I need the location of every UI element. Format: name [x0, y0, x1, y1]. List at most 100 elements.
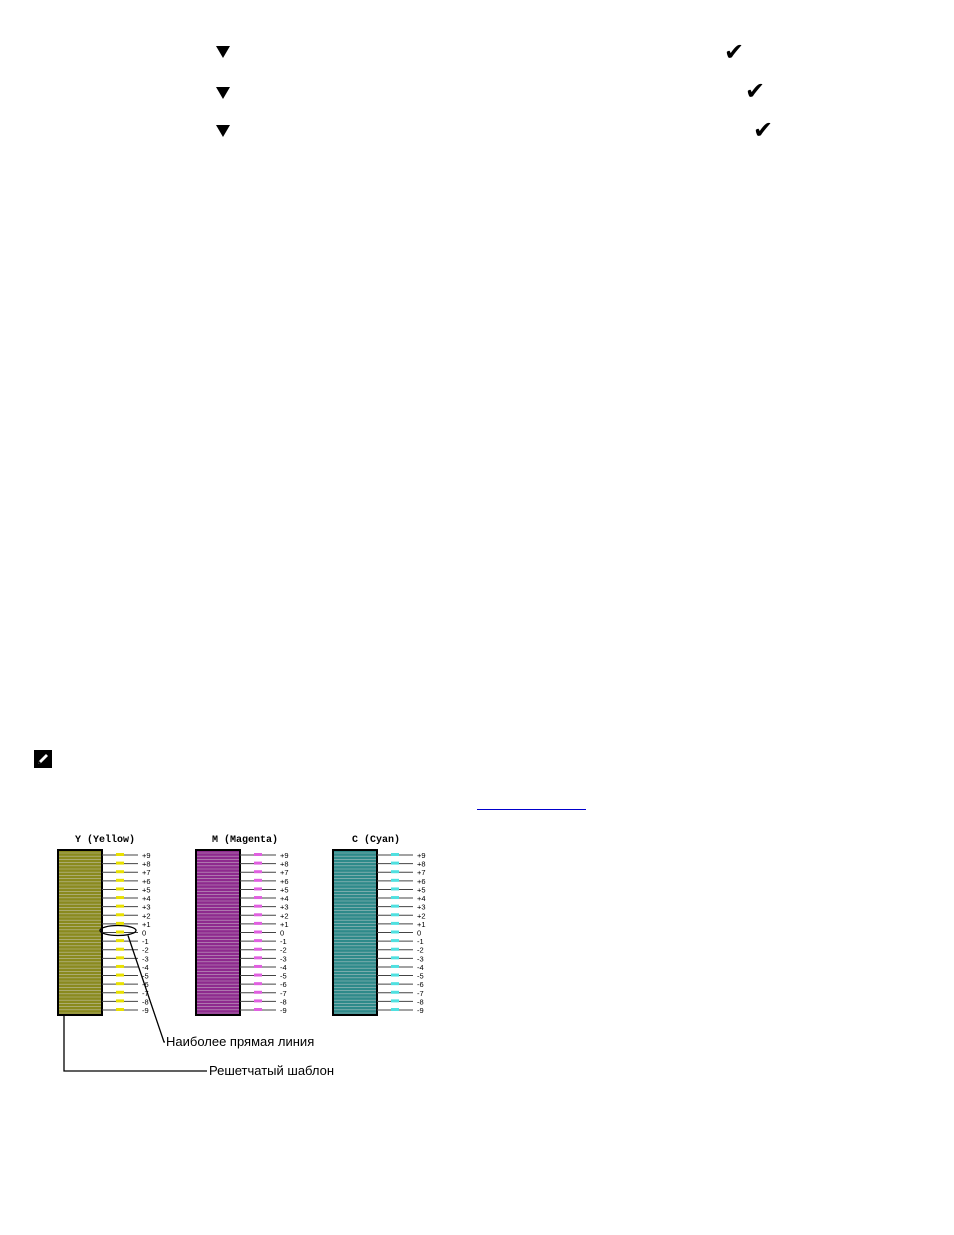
checkmark-icon: ✔ — [724, 38, 745, 66]
scale-label: +2 — [280, 911, 289, 920]
scale-color-mark — [116, 930, 124, 934]
scale-label: +2 — [417, 911, 426, 920]
scale-label: +1 — [142, 920, 151, 929]
panel-label-cyan: C (Cyan) — [352, 835, 401, 846]
scale-color-mark — [254, 904, 262, 908]
scale-color-mark — [391, 982, 399, 986]
scale-color-mark — [254, 964, 262, 968]
link-underline[interactable] — [477, 809, 586, 810]
scale-color-mark — [254, 870, 262, 874]
scale-color-mark — [116, 947, 124, 951]
scale-label: +3 — [417, 903, 426, 912]
scale-color-mark — [254, 1008, 262, 1011]
scale-color-mark — [391, 921, 399, 925]
scale-label: +8 — [417, 860, 426, 869]
scale-label: -6 — [417, 980, 424, 989]
scale-label: +9 — [417, 851, 426, 860]
scale-label: -9 — [280, 1006, 287, 1015]
down-triangle-icon — [216, 87, 230, 99]
scale-color-mark — [391, 964, 399, 968]
scale-label: +1 — [280, 920, 289, 929]
scale-label: -5 — [417, 972, 424, 981]
scale-label: -4 — [142, 963, 149, 972]
grid-pattern-block — [195, 849, 241, 1016]
scale-color-mark — [254, 999, 262, 1003]
scale-label: -7 — [280, 989, 287, 998]
scale-label: -6 — [280, 980, 287, 989]
scale-color-mark — [391, 973, 399, 977]
scale-label: +6 — [417, 877, 426, 886]
scale-color-mark — [254, 913, 262, 917]
straightest-line-ellipse — [99, 924, 137, 937]
scale-label: +2 — [142, 911, 151, 920]
scale-label: -3 — [417, 954, 424, 963]
scale-color-mark — [254, 956, 262, 960]
scale-label: -6 — [142, 980, 149, 989]
scale-color-mark — [116, 887, 124, 891]
scale-label: +5 — [280, 885, 289, 894]
scale-label: -2 — [280, 946, 287, 955]
scale-color-mark — [391, 939, 399, 943]
scale-label: -9 — [142, 1006, 149, 1015]
scale-label: +7 — [280, 868, 289, 877]
scale-label: -2 — [142, 946, 149, 955]
scale-color-mark — [116, 973, 124, 977]
scale-color-mark — [391, 947, 399, 951]
scale-label: -8 — [142, 997, 149, 1006]
scale-label: +7 — [417, 868, 426, 877]
scale-color-mark — [254, 973, 262, 977]
scale-color-mark — [116, 964, 124, 968]
scale-label: +4 — [142, 894, 151, 903]
scale-color-mark — [391, 930, 399, 934]
scale-color-mark — [254, 939, 262, 943]
scale-label: -3 — [280, 954, 287, 963]
scale-label: -8 — [417, 997, 424, 1006]
scale-label: -8 — [280, 997, 287, 1006]
scale-label: -1 — [142, 937, 149, 946]
scale-label: +7 — [142, 868, 151, 877]
scale-label: +6 — [142, 877, 151, 886]
callout-leader-grid — [63, 1015, 207, 1072]
scale-label: -4 — [280, 963, 287, 972]
scale-label: -5 — [280, 972, 287, 981]
scale-label: -9 — [417, 1006, 424, 1015]
scale-label: -3 — [142, 954, 149, 963]
scale-color-mark — [254, 947, 262, 951]
scale-color-mark — [391, 870, 399, 874]
scale-color-mark — [391, 896, 399, 900]
scale-color-mark — [391, 956, 399, 960]
scale-color-mark — [254, 853, 262, 856]
scale-label: +6 — [280, 877, 289, 886]
scale-color-mark — [254, 861, 262, 865]
scale-label: -4 — [417, 963, 424, 972]
scale-color-mark — [116, 878, 124, 882]
scale-label: +4 — [417, 894, 426, 903]
down-triangle-icon — [216, 46, 230, 58]
scale-color-mark — [116, 896, 124, 900]
scale-color-mark — [391, 853, 399, 856]
scale-color-mark — [391, 1008, 399, 1011]
scale-label: 0 — [280, 929, 284, 938]
scale-label: +5 — [142, 885, 151, 894]
scale-color-mark — [254, 982, 262, 986]
scale-color-mark — [254, 896, 262, 900]
scale-color-mark — [254, 990, 262, 994]
scale-label: -1 — [417, 937, 424, 946]
scale-color-mark — [116, 939, 124, 943]
scale-label: +3 — [280, 903, 289, 912]
checkmark-icon: ✔ — [745, 77, 766, 105]
scale-color-mark — [391, 861, 399, 865]
scale-label: +9 — [142, 851, 151, 860]
scale-color-mark — [116, 1008, 124, 1011]
scale-color-mark — [116, 904, 124, 908]
scale-label: +8 — [142, 860, 151, 869]
scale-color-mark — [116, 956, 124, 960]
scale-color-mark — [116, 921, 124, 925]
scale-color-mark — [391, 999, 399, 1003]
scale-label: -7 — [142, 989, 149, 998]
callout-straightest-line: Наиболее прямая линия — [166, 1034, 315, 1049]
registration-chart-figure: +9 +8 +7 +6 +5 +4 +3 +2 +1 0 -1 -2 -3 -4 -5 -6 -7 -8 -9 +9 +… — [40, 830, 480, 1090]
scale-color-mark — [116, 999, 124, 1003]
scale-color-mark — [391, 913, 399, 917]
scale-label: +9 — [280, 851, 289, 860]
